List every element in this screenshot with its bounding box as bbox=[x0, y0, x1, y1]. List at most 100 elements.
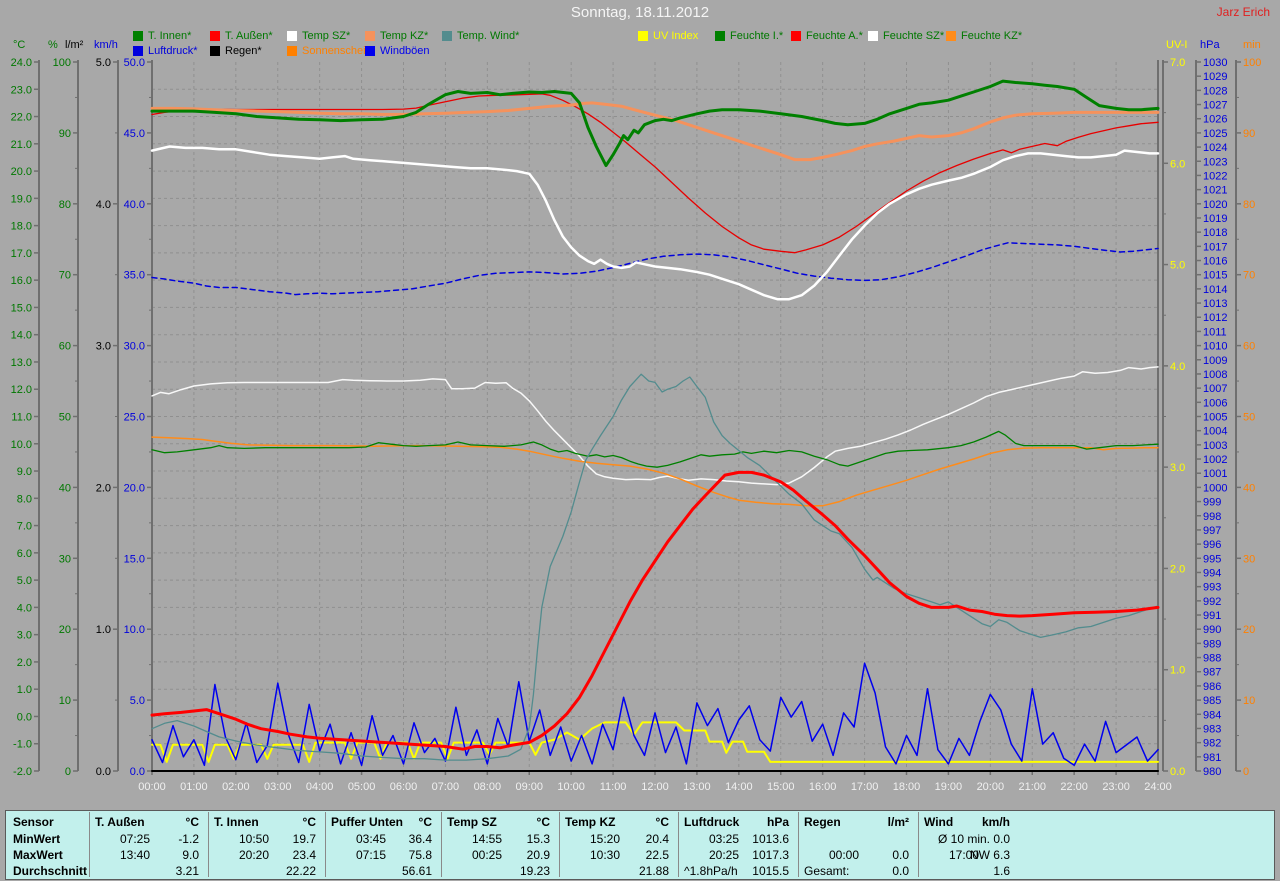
legend-swatch bbox=[638, 31, 648, 41]
legend-label: UV Index bbox=[653, 30, 699, 42]
table-header-unit: hPa bbox=[766, 815, 789, 829]
table-header-unit: km/h bbox=[981, 815, 1010, 829]
x-axis-label: 24:00 bbox=[1144, 781, 1172, 793]
series-feuchte_i bbox=[151, 430, 1159, 468]
axis-tick-label-pressure: 1023 bbox=[1203, 156, 1227, 168]
table-header-name: Temp SZ bbox=[447, 815, 497, 829]
table-row-label: MinWert bbox=[13, 832, 61, 846]
table-row-label: Durchschnitt bbox=[13, 864, 88, 878]
series-feuchte_sz bbox=[151, 366, 1159, 486]
legend-item-t-innen[interactable]: T. Innen* bbox=[133, 30, 191, 42]
legend-item-feuchte-i[interactable]: Feuchte I.* bbox=[715, 30, 783, 42]
legend-item-luftdruck[interactable]: Luftdruck* bbox=[133, 45, 198, 57]
axis-tick-label-temp: 0.0 bbox=[17, 711, 32, 723]
legend-label: Sonnenschein bbox=[302, 45, 372, 57]
legend-item-feuchte-a[interactable]: Feuchte A.* bbox=[791, 30, 863, 42]
axis-tick-label-pressure: 1028 bbox=[1203, 85, 1227, 97]
table-avg-value: 1.6 bbox=[993, 864, 1010, 878]
x-axis-label: 21:00 bbox=[1018, 781, 1046, 793]
table-min-time: 03:45 bbox=[355, 832, 387, 846]
legend-item-temp-wind[interactable]: Temp. Wind* bbox=[442, 30, 519, 42]
x-axis-label: 05:00 bbox=[348, 781, 376, 793]
series-t_aussen bbox=[150, 470, 1160, 751]
legend-swatch bbox=[365, 46, 375, 56]
legend-item-feuchte-kz[interactable]: Feuchte KZ* bbox=[946, 30, 1022, 42]
legend-item-sonnenschein[interactable]: Sonnenschein bbox=[287, 45, 372, 57]
axis-tick-label-temp: 18.0 bbox=[11, 221, 32, 233]
axis-tick-label-pressure: 983 bbox=[1203, 723, 1221, 735]
table-header-unit: °C bbox=[302, 815, 316, 829]
legend-swatch bbox=[210, 31, 220, 41]
x-axis-label: 09:00 bbox=[515, 781, 543, 793]
axis-tick-label-pressure: 1022 bbox=[1203, 170, 1227, 182]
axis-tick-label-pressure: 1021 bbox=[1203, 185, 1227, 197]
table-column-divider bbox=[678, 812, 679, 877]
axis-tick-label-pressure: 1009 bbox=[1203, 355, 1227, 367]
legend-label: Feuchte SZ* bbox=[883, 30, 945, 42]
axis-tick-label-pressure: 980 bbox=[1203, 766, 1221, 778]
axis-tick-label-min: 50 bbox=[1243, 412, 1255, 424]
axis-unit-rain: l/m² bbox=[65, 39, 84, 51]
legend-label: Feuchte A.* bbox=[806, 30, 863, 42]
table-min-time: 03:25 bbox=[708, 832, 740, 846]
legend-item-windb-en[interactable]: Windböen bbox=[365, 45, 430, 57]
legend-item-feuchte-sz[interactable]: Feuchte SZ* bbox=[868, 30, 944, 42]
axis-tick-label-pressure: 1007 bbox=[1203, 383, 1227, 395]
axis-tick-label-rain: 1.0 bbox=[96, 624, 111, 636]
axis-tick-label-wind: 20.0 bbox=[124, 482, 145, 494]
table-avg-value: 0.0 bbox=[892, 864, 909, 878]
series-temp_sz bbox=[150, 145, 1160, 301]
axis-tick-label-pressure: 1030 bbox=[1203, 57, 1227, 69]
axis-tick-label-min: 30 bbox=[1243, 553, 1255, 565]
axis-tick-label-wind: 35.0 bbox=[124, 270, 145, 282]
legend-label: T. Innen* bbox=[148, 30, 192, 42]
axis-tick-label-pressure: 991 bbox=[1203, 610, 1221, 622]
axis-tick-label-temp: 23.0 bbox=[11, 84, 32, 96]
x-axis-label: 12:00 bbox=[641, 781, 669, 793]
table-min-value: 36.4 bbox=[408, 832, 432, 846]
station-owner-label: Jarz Erich bbox=[1216, 5, 1270, 19]
x-axis-label: 18:00 bbox=[893, 781, 921, 793]
axis-tick-label-pressure: 1024 bbox=[1203, 142, 1227, 154]
axis-tick-label-temp: 21.0 bbox=[11, 139, 32, 151]
table-min-time: 07:25 bbox=[119, 832, 151, 846]
legend-item-temp-sz[interactable]: Temp SZ* bbox=[287, 30, 350, 42]
table-max-value: 23.4 bbox=[292, 848, 316, 862]
table-avg-label: ^1.8hPa/h bbox=[684, 864, 738, 878]
legend-label: Feuchte I.* bbox=[730, 30, 784, 42]
axis-tick-label-temp: 20.0 bbox=[11, 166, 32, 178]
legend-item-uv-index[interactable]: UV Index bbox=[638, 30, 698, 42]
axis-tick-label-temp: 6.0 bbox=[17, 548, 32, 560]
legend-swatch bbox=[868, 31, 878, 41]
legend-item-regen[interactable]: Regen* bbox=[210, 45, 262, 57]
axis-tick-label-temp: 24.0 bbox=[11, 57, 32, 69]
axis-tick-label-min: 20 bbox=[1243, 624, 1255, 636]
x-axis-label: 14:00 bbox=[725, 781, 753, 793]
table-header-name: Puffer Unten bbox=[331, 815, 403, 829]
series-windboen bbox=[151, 662, 1159, 767]
x-axis-label: 00:00 bbox=[138, 781, 166, 793]
axis-tick-label-pressure: 1003 bbox=[1203, 440, 1227, 452]
legend-item-temp-kz[interactable]: Temp KZ* bbox=[365, 30, 428, 42]
axis-tick-label-temp: 15.0 bbox=[11, 302, 32, 314]
table-max-time: 00:00 bbox=[828, 848, 860, 862]
legend-swatch bbox=[210, 46, 220, 56]
axis-tick-label-pressure: 990 bbox=[1203, 624, 1221, 636]
axis-tick-label-pressure: 1019 bbox=[1203, 213, 1227, 225]
summary-table: Sensor MinWert MaxWert Durchschnitt T. Außen… bbox=[5, 810, 1275, 880]
axis-tick-label-pressure: 1026 bbox=[1203, 114, 1227, 126]
axis-tick-label-pressure: 1017 bbox=[1203, 241, 1227, 253]
x-axis-label: 04:00 bbox=[306, 781, 334, 793]
axis-tick-label-wind: 10.0 bbox=[124, 624, 145, 636]
axis-unit-uv: UV-I bbox=[1166, 39, 1188, 51]
table-min-value: 0.0 bbox=[993, 832, 1010, 846]
axis-tick-label-percent: 80 bbox=[59, 199, 71, 211]
table-header-unit: °C bbox=[536, 815, 550, 829]
legend-item-t-au-en[interactable]: T. Außen* bbox=[210, 30, 273, 42]
axis-tick-label-pressure: 984 bbox=[1203, 709, 1221, 721]
legend-swatch bbox=[133, 46, 143, 56]
table-header-name: Luftdruck bbox=[684, 815, 740, 829]
axis-tick-label-pressure: 987 bbox=[1203, 667, 1221, 679]
axis-tick-label-pressure: 1029 bbox=[1203, 71, 1227, 83]
